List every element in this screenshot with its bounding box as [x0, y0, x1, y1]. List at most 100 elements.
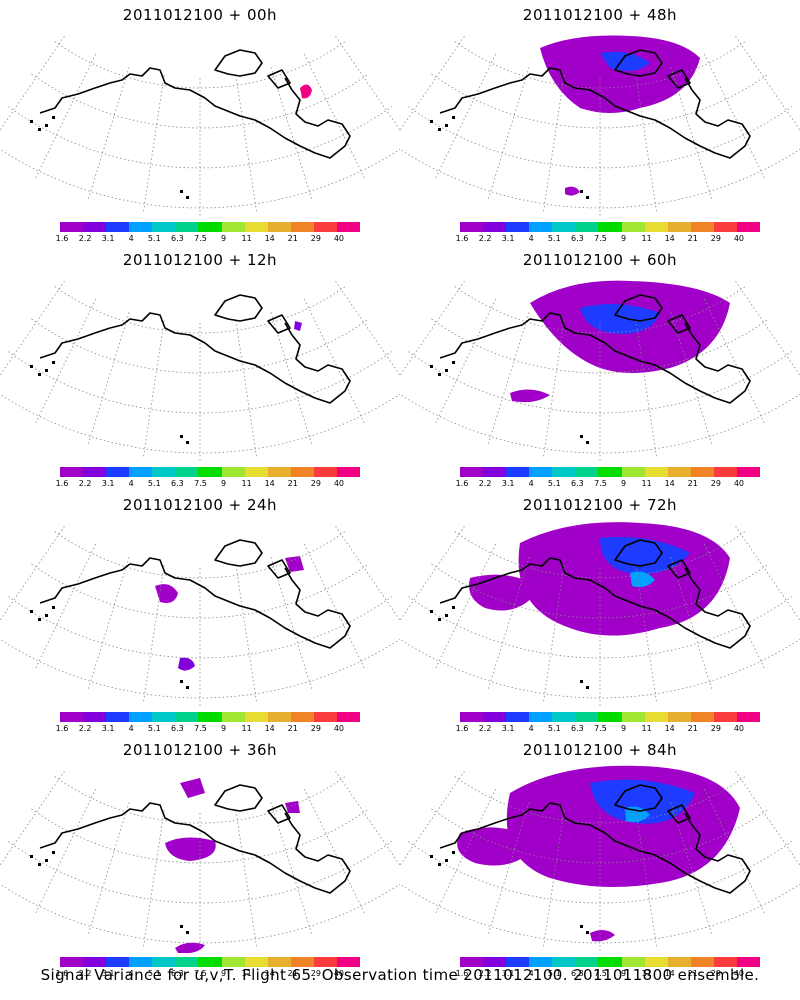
colorbar-tick-label: 11	[241, 234, 252, 243]
island	[186, 441, 189, 444]
colorbar-tick-label: 21	[687, 724, 698, 733]
island	[452, 851, 455, 854]
colorbar-swatch	[60, 712, 84, 722]
variance-region	[300, 84, 312, 99]
island	[445, 614, 448, 617]
meridian-line	[670, 557, 713, 692]
colorbar-tick-label: 9	[620, 724, 627, 733]
latitude-circle	[408, 596, 792, 659]
island	[52, 606, 55, 609]
meridian-line	[304, 298, 366, 426]
colorbar-swatch	[267, 467, 291, 477]
colorbar-swatch	[713, 467, 737, 477]
meridian-line	[487, 312, 530, 447]
meridian-line	[87, 312, 130, 447]
island	[586, 931, 589, 934]
meridian-line	[735, 525, 800, 621]
colorbar-tick-label: 2.2	[78, 234, 92, 243]
colorbar-tick-label: 3.1	[101, 479, 115, 488]
colorbar	[60, 467, 361, 477]
colorbar-tick-label: 7.5	[194, 969, 207, 978]
coastline	[39, 294, 351, 404]
meridian-line	[235, 75, 258, 214]
colorbar-labels: 1.6 2.2 3.1 4 5.1 6.3 7.5 9 11 14 21 29 40	[456, 724, 760, 734]
island	[180, 190, 183, 193]
meridian-line	[434, 788, 496, 916]
island	[186, 686, 189, 689]
colorbar-tick-label: 40	[733, 969, 745, 978]
island	[30, 365, 33, 368]
colorbar-tick-label: 7.5	[194, 724, 207, 733]
meridian-line	[270, 557, 313, 692]
colorbar-labels: 1.6 2.2 3.1 4 5.1 6.3 7.5 9 11 14 21 29 40	[56, 724, 360, 734]
meridian-line	[335, 280, 400, 376]
island	[452, 606, 455, 609]
colorbar-swatch	[175, 222, 199, 232]
figure-caption: Signal Variance for u,v,T. Flight 65. Ob…	[40, 966, 760, 984]
colorbar-labels: 1.6 2.2 3.1 4 5.1 6.3 7.5 9 11 14 21 29 40	[456, 969, 760, 979]
island	[580, 190, 583, 193]
colorbar-swatch	[460, 222, 484, 232]
polar-map	[0, 770, 400, 953]
panel-title: 2011012100 + 24h	[122, 496, 278, 514]
meridian-line	[34, 298, 96, 426]
meridian-line	[270, 312, 313, 447]
colorbar-tick-label: 2.2	[478, 234, 492, 243]
meridian-line	[270, 802, 313, 937]
colorbar-swatch	[290, 712, 314, 722]
variance-region	[285, 801, 300, 813]
colorbar-swatch	[690, 222, 714, 232]
latitude-circle	[8, 106, 392, 169]
colorbar-swatch	[621, 467, 645, 477]
meridian-line	[487, 802, 530, 937]
meridian-line	[735, 770, 800, 866]
colorbar-swatch	[290, 467, 314, 477]
colorbar-swatch	[736, 222, 761, 232]
colorbar-tick-label: 2.2	[78, 969, 92, 978]
polar-map	[0, 35, 400, 218]
colorbar-tick-label: 14	[664, 479, 675, 488]
island	[438, 863, 441, 866]
polar-map	[400, 765, 800, 953]
colorbar-tick-label: 29	[310, 234, 321, 243]
island	[45, 369, 48, 372]
island	[586, 441, 589, 444]
colorbar-tick-label: 9	[620, 479, 627, 488]
colorbar-tick-label: 3.1	[101, 234, 115, 243]
latitude-circle	[0, 148, 400, 209]
colorbar-swatch	[644, 712, 668, 722]
colorbar-swatch	[598, 222, 622, 232]
meridian-line	[400, 35, 465, 131]
colorbar-tick-label: 5.1	[547, 969, 561, 978]
colorbar-swatch	[483, 957, 507, 967]
colorbar-swatch	[129, 467, 153, 477]
meridian-line	[235, 320, 258, 459]
island	[180, 925, 183, 928]
colorbar-labels: 1.6 2.2 3.1 4 5.1 6.3 7.5 9 11 14 21 29 40	[56, 479, 360, 489]
variance-region	[285, 556, 304, 572]
island	[52, 361, 55, 364]
meridian-line	[542, 565, 565, 704]
meridian-line	[270, 67, 313, 202]
colorbar-swatch	[621, 222, 645, 232]
meridian-line	[704, 53, 766, 181]
colorbar-swatch	[267, 957, 291, 967]
forecast-panel: 2011012100 + 12h 1.6 2.2 3.1 4 5.1 6.3 7.5 9 11 14…	[0, 245, 400, 490]
colorbar-tick-label: 7.5	[194, 234, 207, 243]
colorbar-tick-label: 4	[528, 969, 534, 978]
meridian-line	[635, 565, 658, 704]
island	[186, 196, 189, 199]
latitude-circle	[400, 638, 800, 699]
colorbar-swatch	[244, 957, 268, 967]
colorbar-swatch	[552, 712, 576, 722]
colorbar-tick-label: 29	[310, 969, 321, 978]
variance-region	[155, 584, 178, 603]
meridian-line	[335, 525, 400, 621]
meridian-line	[735, 35, 800, 131]
colorbar-tick-label: 21	[287, 234, 298, 243]
polar-map	[0, 525, 400, 708]
colorbar-tick-label: 4	[528, 234, 534, 243]
meridian-line	[635, 320, 658, 459]
island	[180, 680, 183, 683]
colorbar-labels: 1.6 2.2 3.1 4 5.1 6.3 7.5 9 11 14 21 29 40	[456, 234, 760, 244]
